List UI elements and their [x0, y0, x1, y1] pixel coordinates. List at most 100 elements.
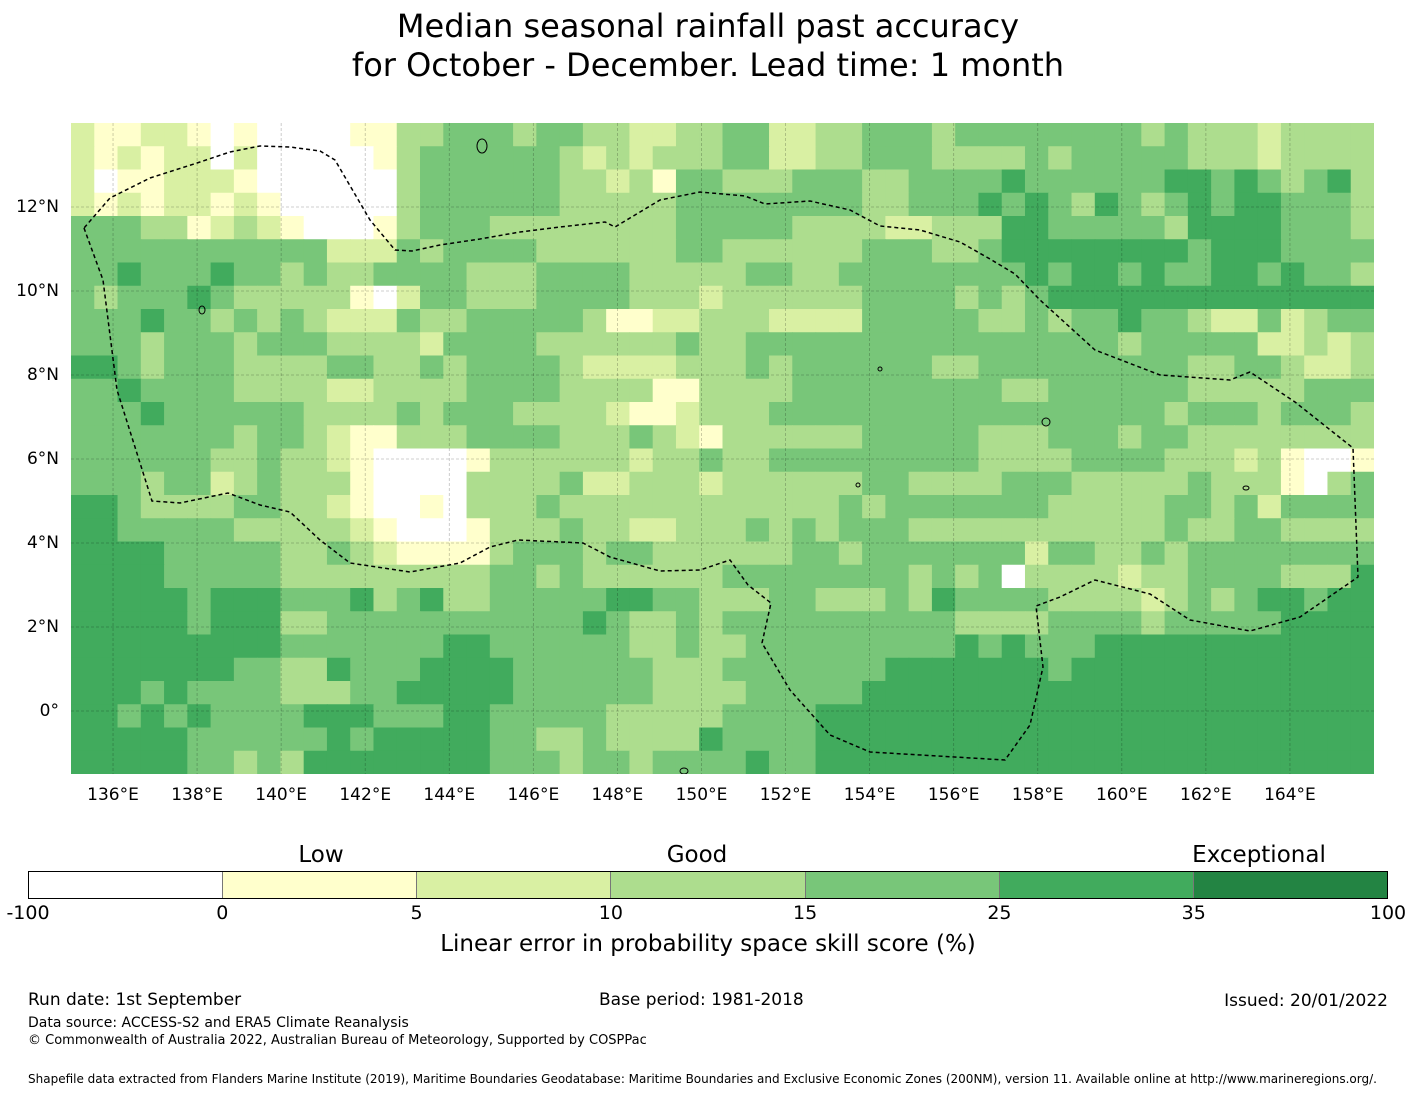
grid-cell [978, 123, 1003, 147]
grid-cell [140, 239, 165, 264]
grid-cell [559, 588, 584, 612]
grid-cell [582, 239, 607, 264]
grid-cell [582, 425, 607, 450]
grid-cell [210, 681, 235, 705]
grid-cell [1024, 332, 1049, 357]
grid-cell [699, 471, 724, 496]
grid-cell [792, 332, 817, 357]
grid-cell [71, 495, 95, 519]
grid-cell [699, 169, 724, 194]
grid-cell [1164, 355, 1189, 380]
grid-cell [1048, 285, 1073, 310]
grid-cell [443, 123, 468, 147]
grid-cell [1024, 402, 1049, 426]
grid-cell [1211, 309, 1235, 333]
grid-cell [582, 355, 607, 380]
grid-cell [71, 471, 95, 496]
issued-date: Issued: 20/01/2022 [1224, 991, 1388, 1011]
grid-cell [629, 495, 654, 519]
grid-cell [675, 123, 700, 147]
grid-cell [443, 216, 468, 240]
grid-cell [187, 657, 212, 682]
grid-cell [396, 216, 421, 240]
grid-cell [699, 495, 724, 519]
grid-cell [931, 750, 956, 774]
grid-cell [1327, 681, 1352, 705]
grid-cell [675, 309, 700, 333]
grid-cell [373, 262, 398, 287]
grid-cell [1257, 309, 1282, 333]
grid-cell [233, 216, 258, 240]
longitude-tick-label: 148°E [591, 785, 644, 805]
grid-cell [117, 588, 142, 612]
grid-cell [1187, 332, 1212, 357]
grid-cell [955, 657, 980, 682]
grid-cell [629, 657, 654, 682]
longitude-tick-label: 142°E [339, 785, 392, 805]
grid-cell [94, 495, 119, 519]
grid-cell [187, 611, 212, 636]
grid-cell [1094, 518, 1119, 543]
grid-cell [1164, 727, 1189, 752]
grid-cell [1048, 309, 1073, 333]
grid-cell [536, 704, 561, 729]
grid-cell [466, 309, 491, 333]
grid-cell [1141, 518, 1166, 543]
grid-cell [303, 727, 328, 752]
grid-cell [1211, 750, 1235, 774]
grid-cell [396, 518, 421, 543]
grid-cell [1118, 378, 1142, 403]
grid-cell [71, 588, 95, 612]
grid-cell [1187, 216, 1212, 240]
grid-cell [164, 611, 188, 636]
grid-cell [978, 262, 1003, 287]
grid-cell [1280, 471, 1305, 496]
grid-cell [885, 309, 910, 333]
grid-cell [71, 541, 95, 566]
grid-cell [1118, 518, 1142, 543]
grid-cell [164, 541, 188, 566]
grid-cell [722, 262, 747, 287]
grid-cell [210, 216, 235, 240]
grid-cell [1257, 192, 1282, 217]
grid-cell [1118, 239, 1142, 264]
grid-cell [955, 169, 980, 194]
grid-cell [955, 146, 980, 171]
grid-cell [1304, 704, 1329, 729]
grid-cell [652, 169, 677, 194]
grid-cell [140, 378, 165, 403]
grid-cell [1071, 727, 1096, 752]
grid-cell [1071, 634, 1096, 659]
grid-cell [280, 448, 305, 473]
grid-cell [1304, 495, 1329, 519]
grid-cell [606, 471, 631, 496]
grid-cell [443, 355, 468, 380]
grid-cell [885, 750, 910, 774]
grid-cell [257, 123, 282, 147]
grid-cell [71, 564, 95, 589]
grid-cell [257, 285, 282, 310]
grid-cell [1350, 239, 1374, 264]
grid-cell [606, 588, 631, 612]
grid-cell [140, 611, 165, 636]
grid-cell [1327, 216, 1352, 240]
grid-cell [326, 192, 351, 217]
grid-cell [815, 657, 840, 682]
grid-cell [792, 425, 817, 450]
grid-cell [140, 402, 165, 426]
grid-cell [838, 448, 863, 473]
grid-cell [699, 262, 724, 287]
grid-cell [675, 681, 700, 705]
grid-cell [769, 402, 793, 426]
grid-cell [1071, 518, 1096, 543]
grid-cell [559, 309, 584, 333]
grid-cell [675, 588, 700, 612]
grid-cell [1071, 588, 1096, 612]
grid-cell [606, 285, 631, 310]
grid-cell [606, 704, 631, 729]
grid-cell [489, 657, 514, 682]
grid-cell [420, 378, 444, 403]
grid-cell [164, 239, 188, 264]
grid-cell [745, 495, 770, 519]
grid-cell [1118, 425, 1142, 450]
